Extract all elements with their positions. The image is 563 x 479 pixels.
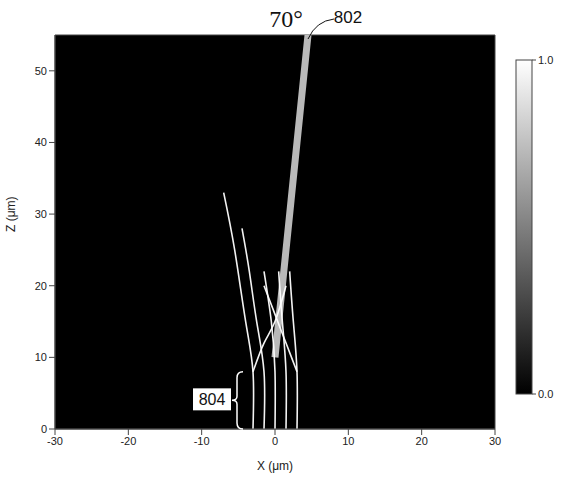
svg-text:10: 10 [35,351,47,363]
svg-text:70°: 70° [269,6,303,32]
svg-text:30: 30 [489,435,501,447]
svg-text:0.0: 0.0 [538,388,553,400]
svg-text:20: 20 [416,435,428,447]
svg-text:X (μm): X (μm) [257,459,293,473]
svg-text:40: 40 [35,136,47,148]
svg-text:-20: -20 [120,435,136,447]
svg-text:-30: -30 [47,435,63,447]
svg-text:Z (μm): Z (μm) [4,196,18,232]
svg-text:802: 802 [334,8,362,27]
svg-text:0: 0 [272,435,278,447]
svg-text:50: 50 [35,65,47,77]
svg-text:30: 30 [35,208,47,220]
svg-text:-10: -10 [194,435,210,447]
svg-text:0: 0 [41,423,47,435]
svg-text:1.0: 1.0 [538,54,553,66]
svg-text:10: 10 [342,435,354,447]
svg-text:804: 804 [199,391,226,408]
svg-text:20: 20 [35,280,47,292]
